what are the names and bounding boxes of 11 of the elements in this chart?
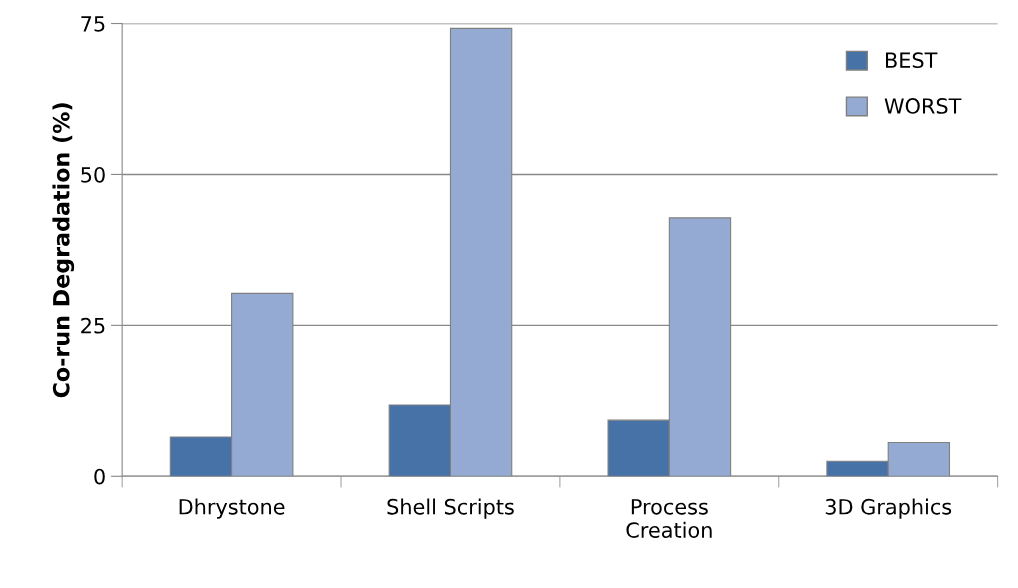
y-tick-label: 50	[81, 166, 105, 183]
y-tick-label: 0	[94, 468, 105, 485]
x-tick-label: Process Creation	[626, 499, 712, 538]
y-axis-title: Co-run Degradation (%)	[52, 103, 75, 398]
legend-label: BEST	[886, 52, 938, 69]
y-tick-label: 25	[81, 317, 105, 334]
x-tick-label: Dhrystone	[179, 498, 285, 519]
x-tick-label: 3D Graphics	[825, 498, 952, 519]
y-tick-label: 75	[81, 16, 105, 32]
x-tick-label: Shell Scripts	[387, 498, 514, 519]
legend-label: WORST	[884, 98, 962, 114]
